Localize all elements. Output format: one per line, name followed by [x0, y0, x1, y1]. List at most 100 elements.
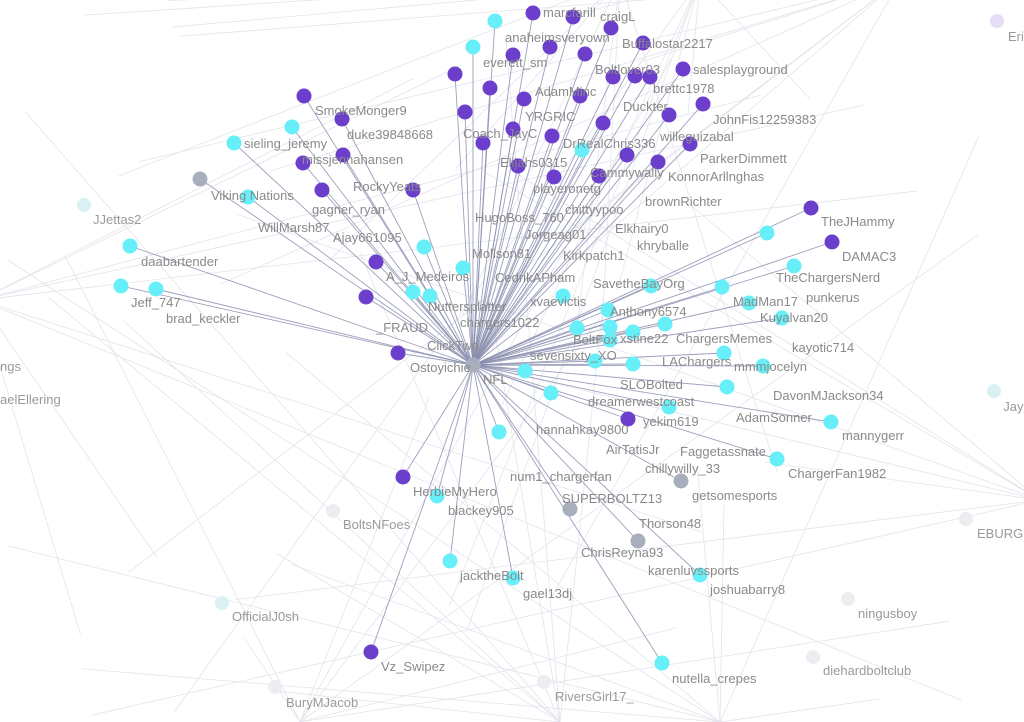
- graph-node[interactable]: [192, 171, 208, 187]
- graph-node[interactable]: [505, 570, 521, 586]
- graph-node[interactable]: [442, 553, 458, 569]
- graph-node[interactable]: [562, 501, 578, 517]
- graph-node[interactable]: [682, 136, 698, 152]
- graph-node[interactable]: [654, 655, 670, 671]
- graph-node[interactable]: [714, 279, 730, 295]
- graph-node[interactable]: [675, 61, 691, 77]
- graph-node[interactable]: [625, 324, 641, 340]
- graph-node[interactable]: [148, 281, 164, 297]
- graph-node[interactable]: [335, 147, 351, 163]
- graph-node[interactable]: [487, 13, 503, 29]
- graph-node[interactable]: [661, 107, 677, 123]
- graph-node[interactable]: [577, 46, 593, 62]
- graph-node[interactable]: [284, 119, 300, 135]
- graph-node[interactable]: [505, 121, 521, 137]
- graph-node[interactable]: [774, 310, 790, 326]
- graph-node[interactable]: [602, 332, 618, 348]
- graph-node[interactable]: [620, 411, 636, 427]
- graph-node[interactable]: [296, 88, 312, 104]
- graph-node[interactable]: [619, 147, 635, 163]
- graph-node[interactable]: [719, 379, 735, 395]
- graph-node[interactable]: [786, 258, 802, 274]
- graph-node[interactable]: [268, 680, 282, 694]
- graph-node[interactable]: [395, 469, 411, 485]
- graph-node[interactable]: [555, 288, 571, 304]
- graph-node[interactable]: [572, 88, 588, 104]
- graph-node[interactable]: [692, 567, 708, 583]
- graph-node[interactable]: [759, 225, 775, 241]
- graph-node[interactable]: [661, 399, 677, 415]
- graph-node[interactable]: [416, 239, 432, 255]
- graph-node[interactable]: [627, 68, 643, 84]
- graph-node[interactable]: [546, 169, 562, 185]
- graph-node[interactable]: [741, 295, 757, 311]
- graph-node[interactable]: [505, 47, 521, 63]
- graph-node[interactable]: [600, 302, 616, 318]
- graph-node[interactable]: [447, 66, 463, 82]
- graph-node[interactable]: [755, 358, 771, 374]
- graph-node[interactable]: [716, 345, 732, 361]
- graph-node[interactable]: [482, 80, 498, 96]
- graph-node[interactable]: [457, 104, 473, 120]
- graph-node[interactable]: [650, 154, 666, 170]
- graph-node[interactable]: [959, 512, 973, 526]
- graph-node[interactable]: [334, 111, 350, 127]
- graph-node[interactable]: [537, 675, 551, 689]
- graph-node[interactable]: [390, 345, 406, 361]
- graph-node[interactable]: [630, 533, 646, 549]
- graph-node[interactable]: [603, 20, 619, 36]
- graph-node[interactable]: [657, 316, 673, 332]
- graph-node[interactable]: [824, 234, 840, 250]
- graph-node[interactable]: [544, 128, 560, 144]
- graph-node[interactable]: [122, 238, 138, 254]
- graph-node[interactable]: [475, 135, 491, 151]
- graph-node[interactable]: [240, 189, 256, 205]
- graph-node[interactable]: [215, 596, 229, 610]
- graph-node[interactable]: [295, 155, 311, 171]
- hub-node[interactable]: [465, 357, 481, 373]
- graph-node[interactable]: [565, 9, 581, 25]
- graph-node[interactable]: [990, 14, 1004, 28]
- graph-node[interactable]: [841, 592, 855, 606]
- graph-node[interactable]: [574, 142, 590, 158]
- graph-node[interactable]: [326, 504, 340, 518]
- graph-node[interactable]: [673, 473, 689, 489]
- graph-node[interactable]: [465, 39, 481, 55]
- graph-node[interactable]: [642, 69, 658, 85]
- graph-node[interactable]: [517, 363, 533, 379]
- graph-node[interactable]: [806, 650, 820, 664]
- graph-node[interactable]: [525, 5, 541, 21]
- graph-node[interactable]: [363, 644, 379, 660]
- graph-node[interactable]: [823, 414, 839, 430]
- graph-node[interactable]: [542, 39, 558, 55]
- graph-node[interactable]: [587, 353, 603, 369]
- graph-node[interactable]: [358, 289, 374, 305]
- graph-node[interactable]: [516, 91, 532, 107]
- graph-node[interactable]: [314, 182, 330, 198]
- graph-node[interactable]: [803, 200, 819, 216]
- graph-node[interactable]: [226, 135, 242, 151]
- graph-node[interactable]: [605, 69, 621, 85]
- graph-node[interactable]: [543, 385, 559, 401]
- graph-node[interactable]: [422, 288, 438, 304]
- graph-node[interactable]: [429, 488, 445, 504]
- graph-node[interactable]: [405, 182, 421, 198]
- graph-node[interactable]: [77, 198, 91, 212]
- graph-node[interactable]: [491, 424, 507, 440]
- graph-node[interactable]: [643, 278, 659, 294]
- graph-node[interactable]: [591, 168, 607, 184]
- graph-node[interactable]: [455, 260, 471, 276]
- graph-node[interactable]: [405, 284, 421, 300]
- graph-node[interactable]: [569, 320, 585, 336]
- graph-node[interactable]: [625, 356, 641, 372]
- graph-node[interactable]: [695, 96, 711, 112]
- graph-node[interactable]: [602, 319, 618, 335]
- graph-node[interactable]: [769, 451, 785, 467]
- graph-node[interactable]: [113, 278, 129, 294]
- graph-node[interactable]: [510, 158, 526, 174]
- graph-node[interactable]: [595, 115, 611, 131]
- graph-node[interactable]: [635, 35, 651, 51]
- graph-node[interactable]: [368, 254, 384, 270]
